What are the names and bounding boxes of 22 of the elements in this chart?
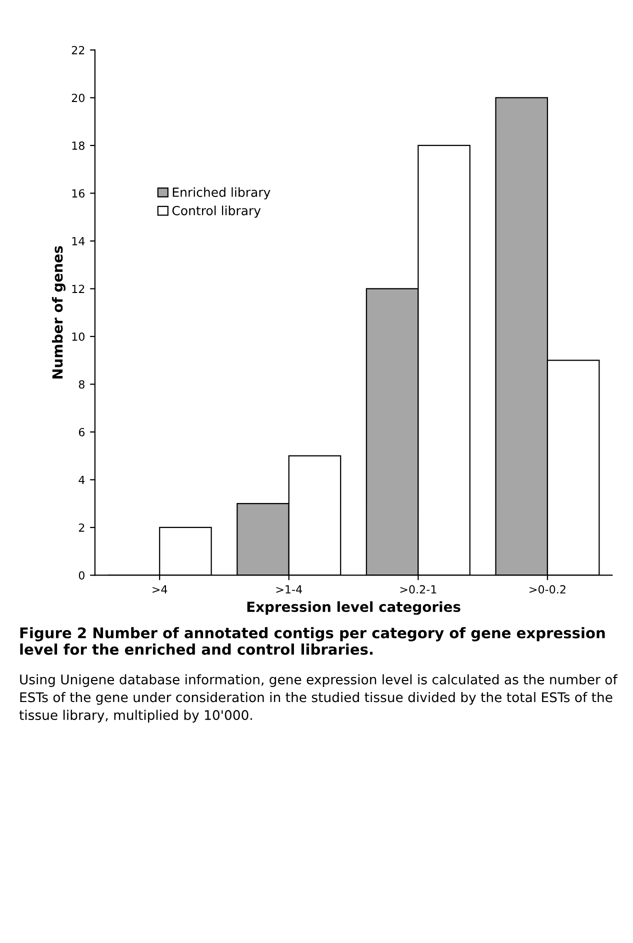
x-tick-label: >1-4 [276,585,302,594]
y-axis-title: Number of genes [52,246,66,379]
text: Figure 2 Number of annotated contigs per category of gene expression level for the enriched and control libraries. [20,627,605,655]
legend-label: Enriched library [172,187,270,200]
x-tick-label: >4 [152,585,168,594]
x-tick-label: >0-0.2 [530,585,566,594]
y-tick-label: 14 [72,237,85,246]
y-tick-label: 18 [72,141,84,150]
y-tick-label: 12 [72,284,84,293]
y-tick-label: 8 [78,380,84,389]
y-tick-label: 22 [72,46,84,54]
y-tick-label: 20 [72,94,84,102]
y-tick-label: 6 [78,428,85,436]
x-axis-title: Expression level categories [247,601,460,615]
y-tick-label: 10 [72,332,84,341]
y-tick-label: 4 [78,476,85,484]
x-tick-label: >0.2-1 [400,585,436,594]
y-tick-label: 2 [78,523,84,532]
text: Using Unigene database information, gene expression level is calculated as the number of ESTs of the gene under consideration in the studied tissue divided by the total ESTs of the tissue library, multiplied by 10'000. [19,674,618,723]
y-tick-label: 0 [78,571,84,580]
y-tick-label: 16 [72,189,85,198]
legend-label: Control library [172,206,261,218]
